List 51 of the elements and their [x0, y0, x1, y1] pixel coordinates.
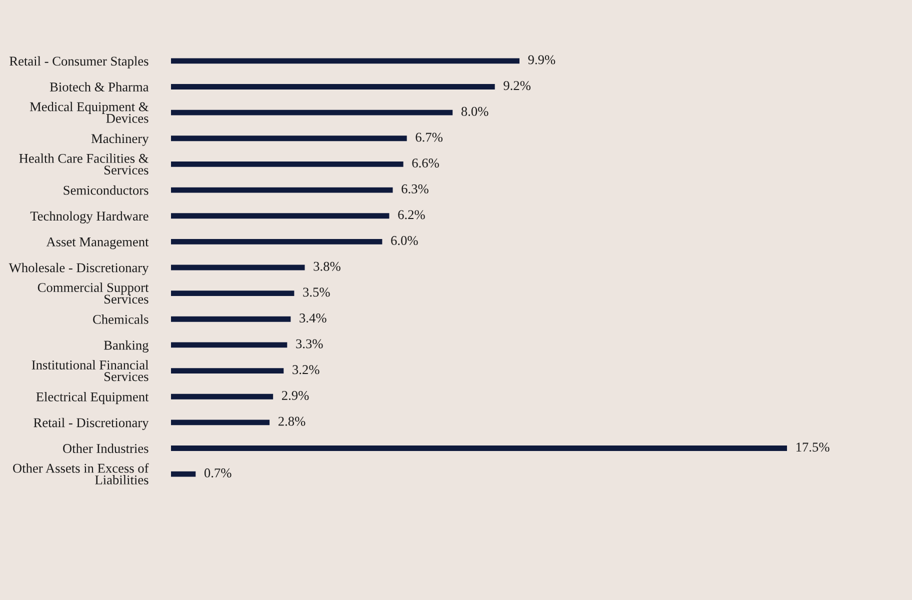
y-tick-label: Medical Equipment & Devices: [30, 102, 149, 123]
y-tick-label: Other Industries: [63, 444, 148, 454]
data-label: 3.5%: [303, 288, 330, 297]
y-tick-label: Electrical Equipment: [36, 392, 149, 404]
y-tick-label: Semiconductors: [64, 185, 148, 195]
data-label: 3.4%: [300, 313, 326, 323]
y-tick-label: Biotech & Pharma: [50, 82, 149, 92]
data-label: 3.2%: [292, 365, 320, 374]
bar: [171, 420, 270, 426]
data-label: 17.5%: [796, 442, 830, 452]
y-tick-label: Health Care Facilities & Services: [19, 154, 149, 175]
y-tick-label: Retail - Consumer Staples: [10, 56, 148, 68]
data-label: 6.2%: [398, 210, 425, 220]
data-label: 9.9%: [528, 55, 556, 64]
y-tick-label: Commercial Support Services: [38, 282, 149, 304]
data-label: 6.3%: [402, 184, 428, 194]
data-label: 0.7%: [204, 468, 232, 478]
y-tick-label: Asset Management: [46, 237, 149, 250]
bar: [171, 161, 404, 167]
bar: [171, 238, 382, 244]
data-label: 9.2%: [504, 81, 530, 90]
bar: [171, 316, 291, 322]
data-label: 2.9%: [282, 390, 309, 400]
bar: [171, 446, 787, 451]
bar: [171, 394, 274, 400]
data-label: 2.8%: [278, 416, 306, 426]
bar: [171, 368, 284, 374]
bar: [171, 290, 294, 296]
y-tick-label: Retail - Discretionary: [34, 418, 149, 430]
bar: [171, 187, 393, 193]
y-tick-label: Technology Hardware: [30, 211, 148, 224]
y-tick-label: Machinery: [91, 134, 149, 146]
y-tick-label: Other Assets in Excess of Liabilities: [13, 463, 149, 484]
bar: [171, 136, 407, 142]
bar: [171, 264, 305, 270]
bar: [171, 58, 520, 64]
data-label: 6.0%: [391, 236, 418, 246]
y-tick-label: Wholesale - Discretionary: [8, 262, 149, 276]
data-label: 6.7%: [416, 132, 442, 142]
data-label: 3.3%: [296, 339, 323, 348]
bar: [171, 342, 288, 348]
y-tick-label: Banking: [104, 340, 149, 352]
data-label: 3.8%: [314, 262, 340, 271]
bar: [171, 110, 453, 116]
bar: [171, 471, 196, 477]
data-label: 8.0%: [461, 106, 488, 116]
y-tick-label: Chemicals: [93, 314, 148, 324]
bar: [171, 213, 390, 219]
data-label: 6.6%: [412, 158, 439, 168]
bar: [171, 84, 495, 90]
y-tick-label: Institutional Financial Services: [32, 360, 149, 382]
